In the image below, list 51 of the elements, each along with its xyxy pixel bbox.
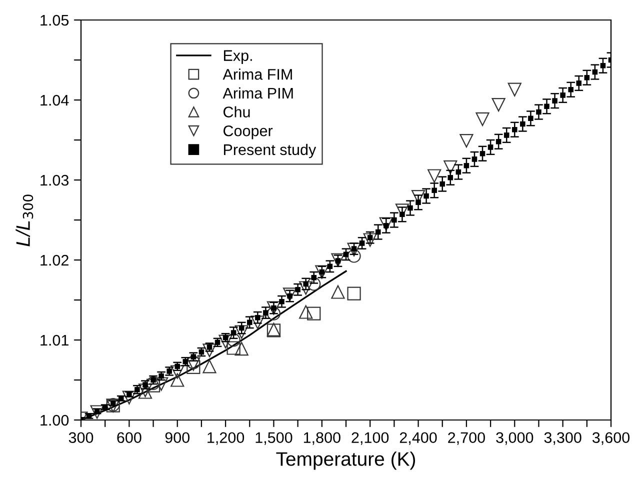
- point: [460, 134, 474, 148]
- legend-label: Present study: [224, 144, 316, 158]
- x-tick-label: 3,600: [592, 432, 630, 445]
- point: [234, 342, 248, 356]
- point: [363, 233, 377, 247]
- y-tick-label: 1.01: [40, 334, 68, 346]
- point: [331, 285, 345, 299]
- y-tick-label: 1.05: [40, 14, 69, 26]
- point: [492, 98, 506, 112]
- x-tick-label: 3,000: [496, 432, 534, 445]
- x-tick-label: 900: [165, 432, 190, 444]
- legend-label: Chu: [224, 106, 250, 118]
- point: [146, 378, 160, 392]
- legend-label: Cooper: [224, 125, 273, 140]
- point: [299, 305, 313, 319]
- point: [307, 306, 321, 320]
- legend-label: Arima FIM: [222, 68, 292, 80]
- x-tick-label: 2,400: [400, 432, 437, 445]
- x-tick-label: 2,700: [448, 432, 485, 445]
- point: [379, 217, 393, 231]
- x-axis-title: Temperature (K): [276, 452, 416, 470]
- point: [170, 373, 184, 387]
- x-tick-label: 1,200: [208, 432, 244, 445]
- point: [347, 286, 361, 300]
- x-tick-label: 2,100: [352, 432, 389, 445]
- point: [508, 82, 522, 96]
- x-tick-label: 300: [68, 432, 94, 444]
- point: [90, 405, 104, 419]
- legend-label: Arima PIM: [222, 87, 293, 99]
- point: [234, 325, 248, 339]
- point: [154, 377, 168, 391]
- point: [218, 334, 232, 348]
- x-tick-label: 600: [117, 432, 142, 444]
- y-tick-label: 1.02: [40, 254, 68, 266]
- x-tick-label: 1,500: [256, 432, 292, 445]
- legend-label: Exp.: [224, 50, 252, 64]
- point: [299, 281, 313, 295]
- point: [428, 169, 442, 183]
- point: [170, 365, 184, 379]
- y-tick-label: 1.04: [40, 94, 69, 106]
- y-tick-label: 1.03: [40, 174, 69, 186]
- x-tick-label: 1,800: [304, 432, 340, 445]
- point: [250, 316, 264, 330]
- x-tick-label: 3,300: [544, 432, 582, 445]
- y-axis-title: L/L$_{300}$: [16, 194, 34, 246]
- y-tick-label: 1.00: [40, 414, 69, 426]
- point: [476, 112, 490, 126]
- point: [202, 360, 216, 374]
- point: [266, 306, 281, 320]
- point: [444, 160, 458, 174]
- point: [226, 341, 240, 355]
